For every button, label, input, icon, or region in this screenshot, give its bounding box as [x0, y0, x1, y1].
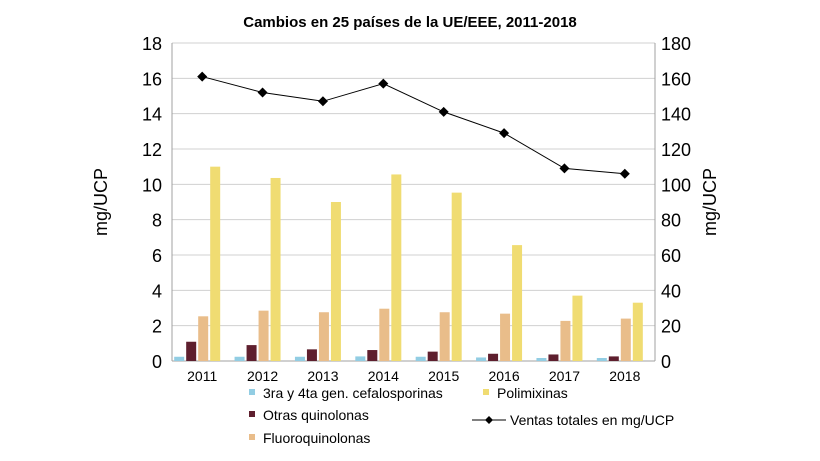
x-tick-label: 2012 — [247, 368, 278, 384]
bar — [174, 356, 185, 361]
legend-swatch — [249, 389, 255, 395]
y2-axis-label: mg/UCP — [700, 168, 720, 236]
y-tick-label: 12 — [142, 140, 162, 160]
legend-label: Fluoroquinolonas — [263, 430, 370, 446]
legend-label: Polimixinas — [497, 385, 568, 401]
bar — [632, 302, 643, 361]
bar — [512, 245, 523, 361]
y-tick-label: 10 — [142, 175, 162, 195]
bar — [294, 356, 305, 361]
legend-label: Ventas totales en mg/UCP — [510, 412, 674, 428]
bar — [186, 341, 197, 361]
line-marker — [257, 87, 268, 98]
chart-title: Cambios en 25 países de la UE/EEE, 2011-… — [243, 14, 577, 31]
bar — [476, 357, 487, 361]
legend-line-marker — [485, 416, 493, 424]
legend-swatch — [249, 411, 255, 417]
y2-tick-label: 60 — [661, 246, 681, 266]
x-tick-label: 2013 — [307, 368, 338, 384]
y2-tick-label: 0 — [661, 352, 671, 372]
line-marker — [559, 163, 570, 174]
y2-tick-label: 80 — [661, 211, 681, 231]
x-tick-label: 2016 — [488, 368, 519, 384]
y2-tick-label: 40 — [661, 281, 681, 301]
y-tick-label: 2 — [152, 317, 162, 337]
y-tick-label: 8 — [152, 211, 162, 231]
line-marker — [619, 168, 630, 179]
bar — [355, 356, 366, 361]
bar — [451, 192, 462, 361]
legend-label: Otras quinolonas — [263, 407, 369, 423]
y-tick-label: 0 — [152, 352, 162, 372]
bar — [379, 308, 390, 361]
bar — [391, 174, 402, 361]
bar — [596, 357, 607, 361]
bar — [620, 318, 631, 361]
x-tick-label: 2017 — [549, 368, 580, 384]
bar — [572, 295, 583, 361]
bar — [367, 350, 378, 361]
x-tick-label: 2011 — [187, 368, 217, 384]
y-tick-label: 6 — [152, 246, 162, 266]
line-marker — [499, 128, 510, 139]
y-tick-label: 14 — [142, 105, 162, 125]
bar — [246, 345, 257, 361]
x-tick-label: 2015 — [428, 368, 459, 384]
legend-label: 3ra y 4ta gen. cefalosporinas — [263, 385, 443, 401]
bar — [270, 177, 281, 361]
bar — [198, 316, 209, 361]
y2-tick-label: 140 — [661, 105, 691, 125]
bar — [258, 310, 269, 361]
bar — [318, 312, 329, 361]
x-tick-label: 2014 — [368, 368, 399, 384]
legend-swatch — [483, 389, 489, 395]
bar — [210, 166, 221, 361]
line-marker — [378, 78, 389, 89]
legend-swatch — [249, 434, 255, 440]
bar — [500, 313, 511, 361]
bar — [608, 356, 619, 361]
bar — [536, 357, 547, 361]
y-axis-label: mg/UCP — [91, 168, 111, 236]
bar — [306, 349, 317, 361]
y2-tick-label: 20 — [661, 317, 681, 337]
line-series — [202, 76, 625, 175]
line-marker — [317, 96, 328, 107]
bar — [560, 320, 571, 361]
bar — [427, 351, 438, 361]
bar — [234, 356, 245, 361]
bar — [415, 356, 426, 361]
y2-tick-label: 160 — [661, 69, 691, 89]
y-tick-label: 18 — [142, 34, 162, 54]
y2-tick-label: 180 — [661, 34, 691, 54]
y2-tick-label: 100 — [661, 175, 691, 195]
y-tick-label: 4 — [152, 281, 162, 301]
y-tick-label: 16 — [142, 69, 162, 89]
bar — [330, 202, 341, 361]
bar — [488, 353, 499, 361]
line-marker — [197, 71, 208, 82]
bar — [439, 312, 450, 361]
x-tick-label: 2018 — [609, 368, 640, 384]
line-marker — [438, 106, 449, 117]
bar — [548, 354, 559, 361]
y2-tick-label: 120 — [661, 140, 691, 160]
